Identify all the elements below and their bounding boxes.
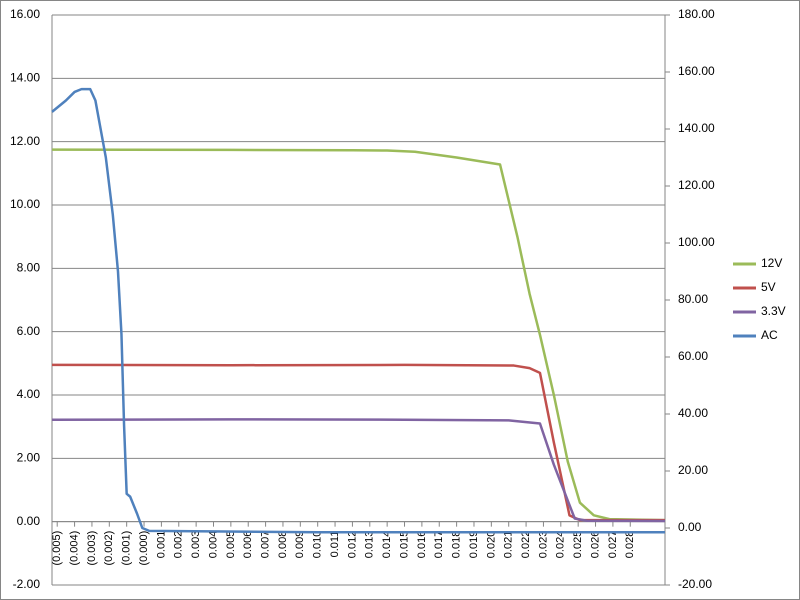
x-tick-label: 0.009 [294, 531, 306, 559]
x-tick-label: (0.002) [103, 531, 115, 566]
x-tick-label: (0.003) [86, 531, 98, 566]
x-tick-label: 0.010 [312, 531, 324, 559]
x-tick-label: 0.015 [398, 531, 410, 559]
y2-tick-label: 20.00 [678, 463, 708, 477]
y2-tick-label: 120.00 [678, 178, 715, 192]
x-tick-label: 0.008 [277, 531, 289, 559]
x-tick-label: 0.005 [225, 531, 237, 559]
x-tick-label: 0.025 [572, 531, 584, 559]
x-tick-label: (0.004) [68, 531, 80, 566]
y2-tick-label: -20.00 [678, 577, 712, 591]
x-tick-label: 0.026 [589, 531, 601, 559]
x-tick-label: (0.005) [51, 531, 63, 566]
series-line [51, 418, 666, 523]
x-tick-label: 0.003 [190, 531, 202, 559]
legend-label: 12V [761, 256, 782, 270]
x-tick-label: 0.012 [346, 531, 358, 559]
series-line [51, 148, 666, 522]
x-tick-label: 0.023 [537, 531, 549, 559]
x-tick-label: 0.028 [624, 531, 636, 559]
x-tick-label: 0.013 [364, 531, 376, 559]
x-tick-label: 0.006 [242, 531, 254, 559]
x-tick-label: (0.000) [138, 531, 150, 566]
x-tick-label: 0.016 [416, 531, 428, 559]
y-tick-label: 16.00 [10, 7, 40, 21]
x-tick-label: 0.024 [555, 531, 567, 559]
y-tick-label: 8.00 [17, 261, 41, 275]
y2-tick-label: 180.00 [678, 7, 715, 21]
y-tick-label: -2.00 [13, 577, 41, 591]
legend-label: 5V [761, 280, 776, 294]
series-line [51, 87, 665, 534]
y-tick-label: 6.00 [17, 324, 41, 338]
y2-tick-label: 160.00 [678, 64, 715, 78]
y-tick-label: 14.00 [10, 71, 40, 85]
y2-tick-label: 80.00 [678, 292, 708, 306]
x-tick-label: 0.002 [173, 531, 185, 559]
legend-label: AC [761, 328, 778, 342]
x-tick-label: 0.014 [381, 531, 393, 559]
y-tick-label: 10.00 [10, 197, 40, 211]
y2-tick-label: 140.00 [678, 121, 715, 135]
y-tick-label: 12.00 [10, 134, 40, 148]
legend-label: 3.3V [761, 304, 786, 318]
x-tick-label: 0.019 [468, 531, 480, 559]
x-tick-label: 0.022 [520, 531, 532, 559]
x-tick-label: 0.020 [485, 531, 497, 559]
x-tick-label: 0.027 [607, 531, 619, 559]
x-tick-label: 0.017 [433, 531, 445, 559]
y-tick-label: 0.00 [17, 514, 41, 528]
x-tick-label: 0.007 [260, 531, 272, 559]
y2-tick-label: 0.00 [678, 520, 702, 534]
x-tick-label: 0.011 [329, 531, 341, 558]
y2-tick-label: 100.00 [678, 235, 715, 249]
y-tick-label: 2.00 [17, 451, 41, 465]
x-tick-label: 0.021 [503, 531, 515, 559]
x-tick-label: (0.001) [121, 531, 133, 566]
x-tick-label: 0.001 [155, 531, 167, 559]
x-tick-label: 0.004 [207, 531, 219, 559]
y2-tick-label: 60.00 [678, 349, 708, 363]
x-tick-label: 0.018 [451, 531, 463, 559]
y2-tick-label: 40.00 [678, 406, 708, 420]
y-tick-label: 4.00 [17, 387, 41, 401]
